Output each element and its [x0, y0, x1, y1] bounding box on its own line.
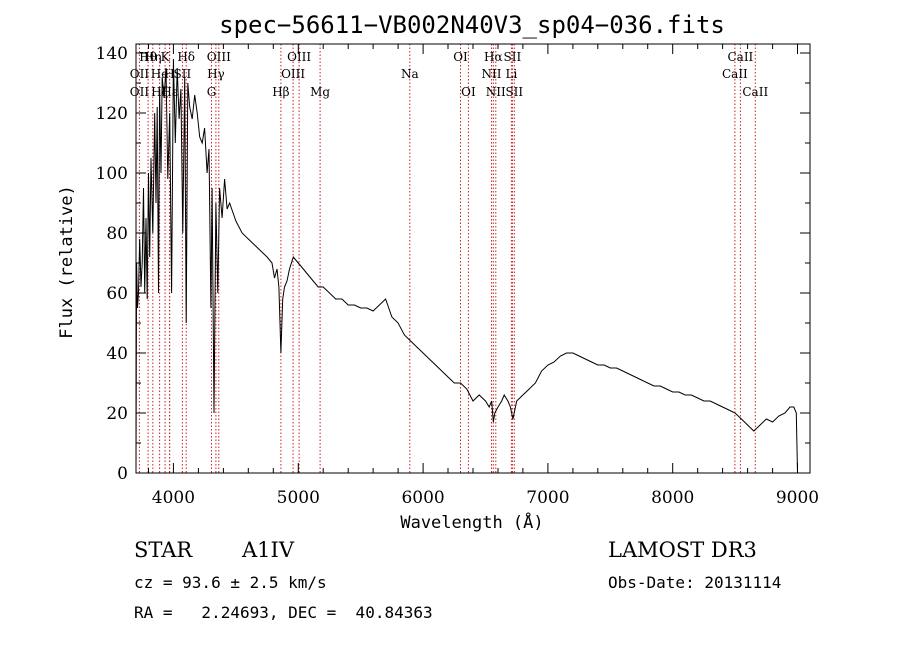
x-axis: 4000 5000 6000 7000 8000 9000 [148, 44, 819, 508]
y-tick-label: 0 [117, 464, 128, 484]
survey-name: LAMOST DR3 [608, 538, 757, 562]
x-tick-label: 8000 [651, 488, 694, 508]
line-label: Li [505, 67, 517, 81]
redshift-readout: cz = 93.6 ± 2.5 km/s [134, 573, 327, 592]
x-tick-label: 5000 [277, 488, 320, 508]
coordinates-readout: RA = 2.24693, DEC = 40.84363 [134, 603, 433, 622]
line-label: OIII [207, 50, 231, 64]
line-label: Hγ [207, 67, 225, 81]
line-label: G [207, 85, 217, 99]
line-label: OIII [281, 67, 305, 81]
object-subclass: A1IV [242, 538, 294, 562]
chart-title: spec−56611−VB002N40V3_sp04−036.fits [219, 11, 725, 39]
line-label: SII [505, 85, 523, 99]
line-label: K [161, 50, 171, 64]
line-label: Hα [484, 50, 503, 64]
line-label: OI [453, 50, 468, 64]
line-label: CaII [742, 85, 768, 99]
object-class: STAR [134, 538, 193, 562]
y-tick-label: 80 [106, 224, 128, 244]
y-tick-label: 60 [106, 284, 128, 304]
line-label: Hδ [177, 50, 195, 64]
line-label: OII [130, 85, 150, 99]
line-label: OIII [287, 50, 311, 64]
line-label: He [151, 67, 169, 81]
spectrum-line [135, 58, 798, 474]
y-axis: 0 20 40 60 80 100 120 140 [96, 44, 810, 484]
line-label: OII [130, 67, 150, 81]
line-label: Hβ [272, 85, 289, 99]
x-tick-label: 9000 [776, 488, 819, 508]
x-tick-label: 4000 [152, 488, 195, 508]
y-tick-label: 100 [96, 164, 128, 184]
y-axis-label: Flux (relative) [57, 185, 77, 339]
line-label: CaII [727, 50, 753, 64]
line-label: NII [482, 67, 502, 81]
line-markers [138, 44, 756, 473]
line-label: H [164, 67, 174, 81]
line-label: Na [401, 67, 419, 81]
x-tick-label: 6000 [401, 488, 444, 508]
observation-date: Obs-Date: 20131114 [608, 573, 782, 592]
x-tick-label: 7000 [526, 488, 569, 508]
plot-frame [135, 43, 811, 474]
y-tick-label: 40 [106, 344, 128, 364]
line-label: SII [504, 50, 522, 64]
line-label: NII [486, 85, 506, 99]
line-label: CaII [722, 67, 748, 81]
y-tick-label: 20 [106, 404, 128, 424]
x-axis-label: Wavelength (Å) [400, 511, 543, 533]
line-label: Mg [310, 85, 330, 99]
line-label: OI [461, 85, 476, 99]
line-label: Hη [144, 50, 162, 64]
y-tick-label: 120 [96, 104, 128, 124]
line-label: SII [174, 67, 192, 81]
y-tick-label: 140 [96, 44, 128, 64]
